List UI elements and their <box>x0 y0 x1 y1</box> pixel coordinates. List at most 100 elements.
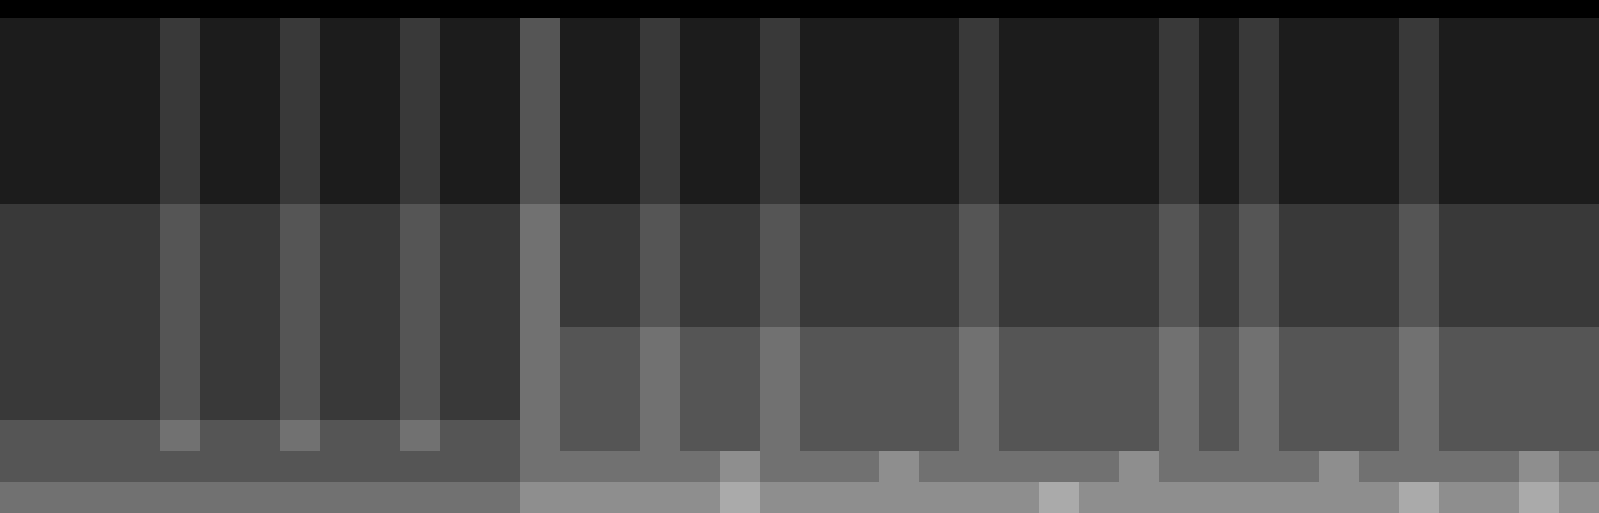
cell <box>1159 451 1200 483</box>
cell <box>999 235 1040 267</box>
cell <box>879 49 920 81</box>
cell <box>800 204 841 236</box>
cell <box>320 296 361 328</box>
cell <box>400 173 441 205</box>
cell <box>120 18 161 50</box>
cell <box>480 49 521 81</box>
cell <box>1439 204 1480 236</box>
cell <box>680 142 721 174</box>
cell <box>1119 296 1160 328</box>
cell <box>280 451 321 483</box>
cell <box>600 142 641 174</box>
cell <box>999 420 1040 452</box>
cell <box>240 420 281 452</box>
cell <box>120 80 161 112</box>
cell <box>760 111 801 143</box>
cell <box>1519 420 1560 452</box>
cell <box>440 482 481 513</box>
cell <box>680 235 721 267</box>
cell <box>1519 80 1560 112</box>
cell <box>1439 142 1480 174</box>
cell <box>360 49 401 81</box>
cell <box>480 111 521 143</box>
cell <box>80 482 121 513</box>
cell <box>1319 451 1360 483</box>
cell <box>240 204 281 236</box>
cell <box>1279 296 1320 328</box>
cell <box>1559 49 1599 81</box>
cell <box>520 18 561 50</box>
cell <box>160 204 201 236</box>
cell <box>0 173 41 205</box>
cell <box>1479 173 1520 205</box>
cell <box>360 204 401 236</box>
cell <box>1359 173 1400 205</box>
cell <box>200 142 241 174</box>
cell <box>320 49 361 81</box>
cell <box>1319 80 1360 112</box>
cell <box>320 204 361 236</box>
cell <box>680 389 721 421</box>
cell <box>640 389 681 421</box>
cell <box>1439 49 1480 81</box>
cell <box>1479 111 1520 143</box>
cell <box>40 18 81 50</box>
cell <box>0 389 41 421</box>
cell <box>1239 358 1280 390</box>
cell <box>839 18 880 50</box>
cell <box>640 80 681 112</box>
cell <box>560 18 601 50</box>
cell <box>40 451 81 483</box>
cell <box>999 204 1040 236</box>
cell <box>40 49 81 81</box>
cell <box>40 111 81 143</box>
cell <box>1279 80 1320 112</box>
cell <box>959 80 1000 112</box>
cell <box>480 358 521 390</box>
cell <box>1399 204 1440 236</box>
cell <box>1159 80 1200 112</box>
cell <box>1199 451 1240 483</box>
cell <box>1399 327 1440 359</box>
cell <box>120 451 161 483</box>
cell <box>1039 142 1080 174</box>
cell <box>160 235 201 267</box>
cell <box>720 358 761 390</box>
cell <box>1559 389 1599 421</box>
cell <box>959 235 1000 267</box>
cell <box>280 80 321 112</box>
cell <box>1559 296 1599 328</box>
cell <box>720 49 761 81</box>
cell <box>400 482 441 513</box>
cell <box>1119 420 1160 452</box>
cell <box>240 49 281 81</box>
cell <box>680 49 721 81</box>
cell <box>600 49 641 81</box>
cell <box>40 80 81 112</box>
cell <box>640 451 681 483</box>
cell <box>1039 204 1080 236</box>
cell <box>640 296 681 328</box>
cell <box>760 327 801 359</box>
cell <box>1559 482 1599 513</box>
cell <box>1359 111 1400 143</box>
cell <box>959 49 1000 81</box>
cell <box>0 235 41 267</box>
cell <box>800 327 841 359</box>
cell <box>240 358 281 390</box>
cell <box>80 49 121 81</box>
cell <box>1479 451 1520 483</box>
cell <box>1159 420 1200 452</box>
cell <box>560 420 601 452</box>
cell <box>1239 296 1280 328</box>
cell <box>40 327 81 359</box>
cell <box>440 358 481 390</box>
cell <box>1239 389 1280 421</box>
cell <box>1199 420 1240 452</box>
cell <box>240 111 281 143</box>
cell <box>1039 235 1080 267</box>
cell <box>839 173 880 205</box>
cell <box>40 173 81 205</box>
cell <box>999 358 1040 390</box>
cell <box>1519 482 1560 513</box>
